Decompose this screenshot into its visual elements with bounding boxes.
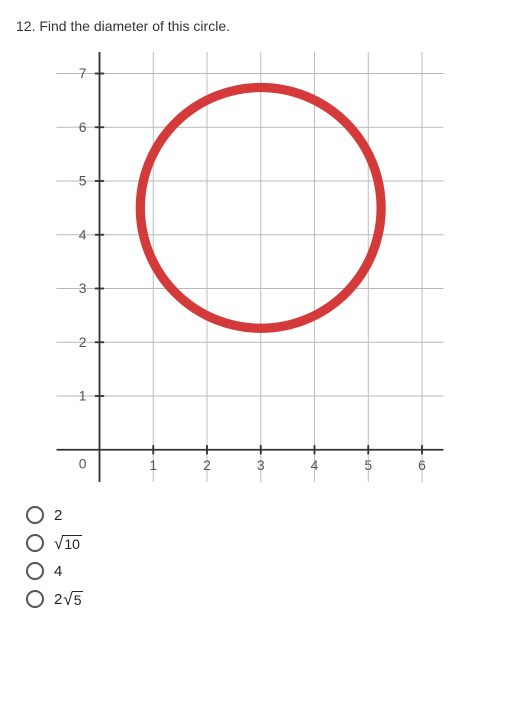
answer-option-2[interactable]: 4 xyxy=(26,562,496,580)
svg-text:6: 6 xyxy=(418,457,426,473)
answer-option-0[interactable]: 2 xyxy=(26,506,496,524)
answer-option-3[interactable]: 2√5 xyxy=(26,590,496,608)
svg-text:1: 1 xyxy=(149,457,157,473)
graph-container: 1 2 3 4 5 6 1 2 3 4 5 6 7 0 xyxy=(40,52,496,482)
coordinate-graph: 1 2 3 4 5 6 1 2 3 4 5 6 7 0 xyxy=(40,52,460,482)
svg-text:2: 2 xyxy=(203,457,211,473)
svg-text:3: 3 xyxy=(79,280,87,296)
svg-text:5: 5 xyxy=(364,457,372,473)
option-label: 2√5 xyxy=(54,591,83,608)
svg-text:4: 4 xyxy=(79,226,87,242)
option-label: √10 xyxy=(54,535,82,552)
question-number: 12. xyxy=(16,18,35,34)
svg-text:1: 1 xyxy=(79,388,87,404)
svg-text:6: 6 xyxy=(79,119,87,135)
radio-icon[interactable] xyxy=(26,506,44,524)
svg-text:5: 5 xyxy=(79,173,87,189)
svg-text:2: 2 xyxy=(79,334,87,350)
svg-text:7: 7 xyxy=(79,65,87,81)
question-body: Find the diameter of this circle. xyxy=(39,18,230,34)
option-label: 2 xyxy=(54,507,62,524)
svg-text:3: 3 xyxy=(257,457,265,473)
answer-options: 2 √10 4 2√5 xyxy=(26,506,496,608)
radio-icon[interactable] xyxy=(26,534,44,552)
radio-icon[interactable] xyxy=(26,562,44,580)
answer-option-1[interactable]: √10 xyxy=(26,534,496,552)
svg-text:0: 0 xyxy=(79,455,87,471)
question-text: 12. Find the diameter of this circle. xyxy=(16,18,496,34)
option-label: 4 xyxy=(54,563,62,580)
radio-icon[interactable] xyxy=(26,590,44,608)
svg-text:4: 4 xyxy=(311,457,319,473)
